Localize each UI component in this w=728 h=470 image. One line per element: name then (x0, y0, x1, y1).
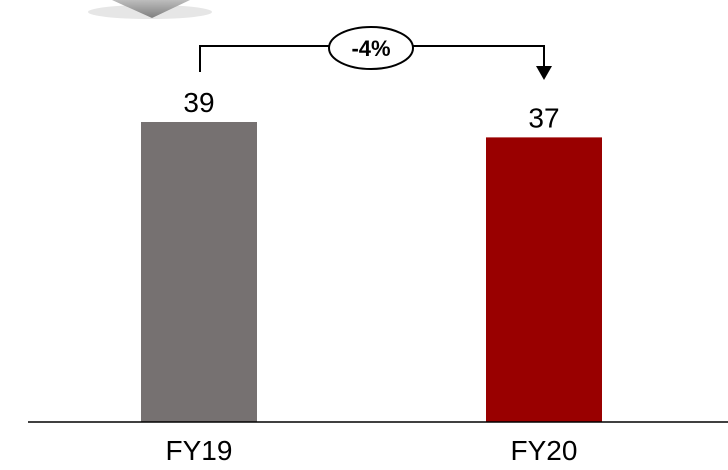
data-label-fy20: 37 (528, 102, 559, 133)
decorative-arrow-shape (88, 0, 212, 19)
x-tick-label-fy20: FY20 (511, 435, 578, 466)
arrowhead-down-icon (536, 66, 552, 80)
bar-fy19 (141, 122, 257, 422)
bar-fy20 (486, 137, 602, 422)
change-annotation: -4% (199, 26, 552, 80)
change-badge-label: -4% (351, 36, 390, 61)
data-label-fy19: 39 (183, 87, 214, 118)
x-tick-labels-layer: FY19 FY20 (166, 435, 578, 466)
x-tick-label-fy19: FY19 (166, 435, 233, 466)
bars-layer (141, 122, 602, 422)
data-labels-layer: 39 37 (183, 87, 559, 133)
change-badge (328, 26, 414, 70)
